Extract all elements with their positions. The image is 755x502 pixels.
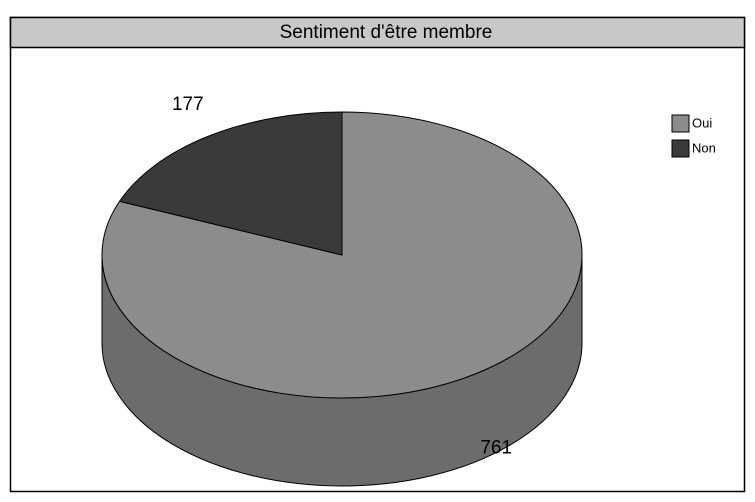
legend-swatch (671, 114, 690, 133)
legend-swatch (671, 139, 690, 158)
chart-title: Sentiment d'être membre (280, 22, 493, 43)
data-label: 761 (480, 437, 512, 458)
slice (118, 111, 343, 256)
data-label: 177 (172, 94, 204, 115)
slice (101, 111, 583, 399)
legend-label: Non (692, 140, 716, 155)
legend-label: Oui (692, 115, 712, 130)
title-bar (9, 16, 746, 49)
